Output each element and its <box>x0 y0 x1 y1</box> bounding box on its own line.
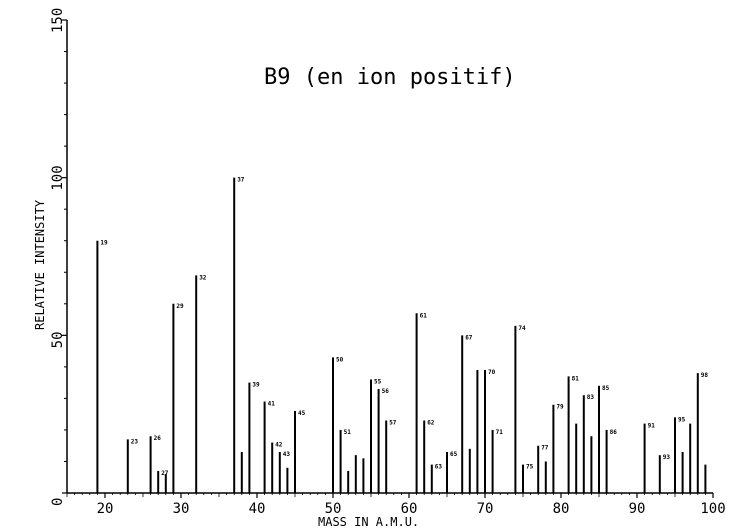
peak-label-79: 79 <box>556 404 564 411</box>
peak-label-42: 42 <box>275 442 283 449</box>
peak-label-74: 74 <box>518 325 526 332</box>
peak-label-71: 71 <box>496 429 504 436</box>
peak-label-50: 50 <box>336 356 344 363</box>
peak-bars <box>96 177 707 493</box>
peak-label-39: 39 <box>252 382 260 389</box>
peak-label-67: 67 <box>465 334 473 341</box>
y-tick-label: 0 <box>50 498 66 506</box>
axes: 0 50 100 150 20 30 40 50 60 70 80 90 100 <box>50 8 726 517</box>
x-tick-label: 90 <box>629 501 646 517</box>
peak-label-65: 65 <box>450 451 458 458</box>
x-tick-label: 70 <box>477 501 494 517</box>
x-tick-label: 20 <box>97 501 114 517</box>
peak-label-81: 81 <box>572 375 580 382</box>
peak-label-41: 41 <box>268 401 276 408</box>
peak-label-32: 32 <box>199 274 207 281</box>
peak-label-70: 70 <box>488 369 496 376</box>
peak-label-85: 85 <box>602 385 610 392</box>
peak-label-91: 91 <box>648 423 656 430</box>
peak-label-23: 23 <box>131 438 139 445</box>
peak-label-77: 77 <box>541 445 549 452</box>
x-tick-label: 60 <box>401 501 418 517</box>
x-tick-label: 100 <box>700 501 725 517</box>
peak-label-37: 37 <box>237 177 245 184</box>
y-tick-label: 100 <box>50 165 66 190</box>
x-tick-label: 50 <box>325 501 342 517</box>
peak-label-63: 63 <box>435 464 443 471</box>
chart-title: B9 (en ion positif) <box>264 65 516 90</box>
x-tick-label: 80 <box>553 501 570 517</box>
y-axis-label: RELATIVE INTENSITY <box>33 199 47 330</box>
y-tick-label: 50 <box>50 331 66 348</box>
peak-label-93: 93 <box>663 454 671 461</box>
peak-label-51: 51 <box>344 429 352 436</box>
peak-label-57: 57 <box>389 419 397 426</box>
peak-label-61: 61 <box>420 312 428 319</box>
peak-label-75: 75 <box>526 464 534 471</box>
peak-label-95: 95 <box>678 416 686 423</box>
x-tick-label: 30 <box>173 501 190 517</box>
peak-label-43: 43 <box>283 451 291 458</box>
peak-label-19: 19 <box>100 240 108 247</box>
x-tick-label: 40 <box>249 501 266 517</box>
y-tick-label: 150 <box>50 8 66 33</box>
peak-label-83: 83 <box>587 394 595 401</box>
peak-label-45: 45 <box>298 410 306 417</box>
peak-label-62: 62 <box>427 419 435 426</box>
x-axis-label: MASS IN A.M.U. <box>318 515 419 529</box>
peak-label-26: 26 <box>154 435 162 442</box>
peak-label-86: 86 <box>610 429 618 436</box>
peak-label-27: 27 <box>161 470 169 477</box>
peak-label-55: 55 <box>374 378 382 385</box>
peak-label-98: 98 <box>701 372 709 379</box>
peak-label-56: 56 <box>382 388 390 395</box>
peak-label-29: 29 <box>176 303 184 310</box>
